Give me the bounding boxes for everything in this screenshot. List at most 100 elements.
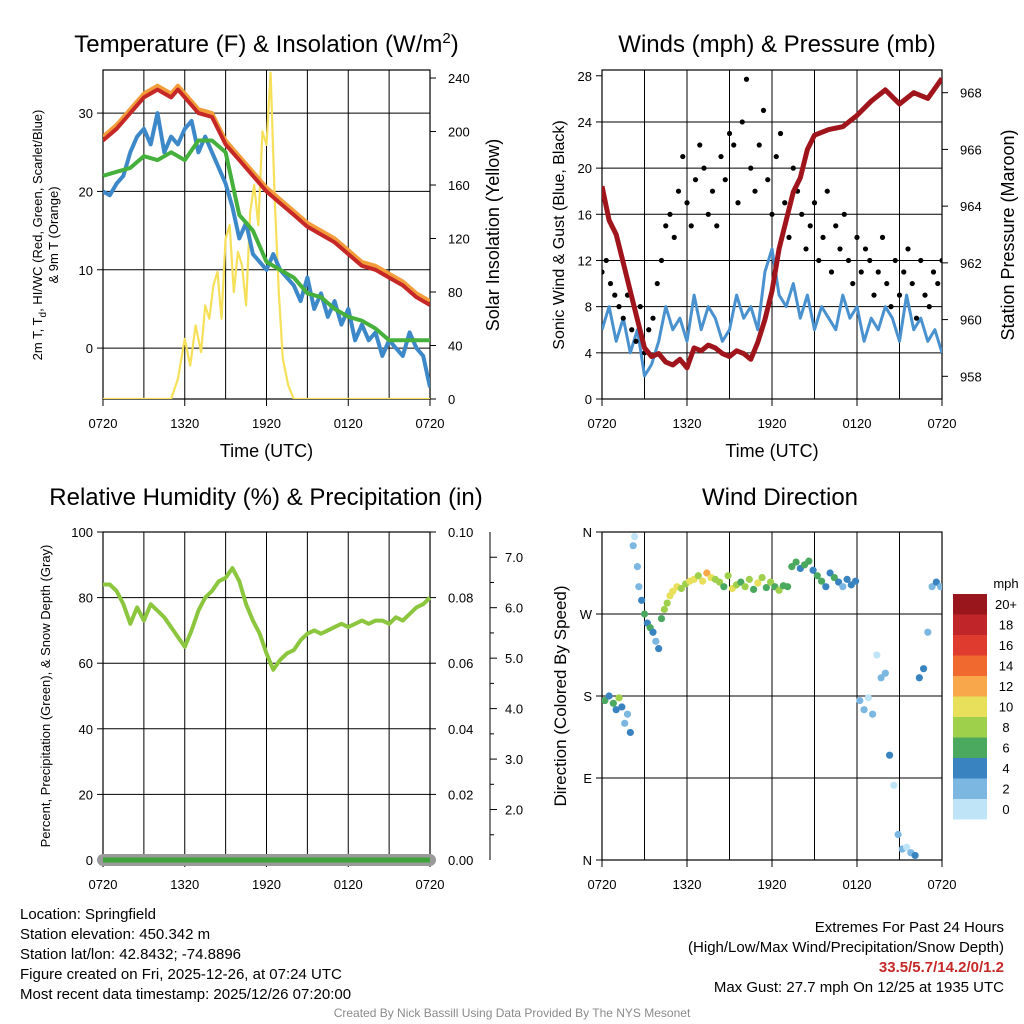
gust-point — [862, 246, 869, 252]
x-tick-label: 0120 — [334, 416, 363, 431]
gust-point — [777, 130, 784, 137]
gust-point — [671, 234, 677, 240]
pressure-y-tick-label: 958 — [960, 369, 982, 384]
x-tick-label: 0720 — [416, 877, 445, 892]
x-tick-label: 1920 — [758, 416, 787, 431]
gust-point — [892, 257, 898, 264]
direction-point — [834, 578, 843, 586]
percent-y-tick-label: 80 — [79, 591, 93, 606]
x-tick-label: 1920 — [758, 877, 787, 892]
y2-axis-label: Solar Insolation (Yellow) — [483, 139, 503, 331]
direction-point — [856, 696, 864, 705]
direction-point — [932, 578, 940, 586]
gust-point — [705, 211, 711, 217]
gust-point — [688, 223, 694, 229]
gust-point — [663, 223, 669, 229]
direction-point — [677, 584, 685, 593]
x-tick-label: 0720 — [588, 877, 617, 892]
direction-point — [762, 583, 770, 592]
direction-point — [826, 569, 834, 577]
wind-y-tick-label: 28 — [578, 69, 592, 84]
gust-point — [637, 304, 643, 310]
precip-y-tick-label: 0.10 — [448, 525, 473, 540]
direction-point — [902, 843, 911, 851]
gust-point — [935, 280, 941, 287]
pressure-y-tick-label: 968 — [960, 86, 982, 101]
x-tick-label: 1320 — [673, 416, 702, 431]
direction-point — [860, 706, 868, 714]
x-tick-label: 0720 — [89, 877, 118, 892]
direction-point — [851, 577, 860, 585]
direction-point — [649, 628, 657, 636]
legend-label: 4 — [1002, 761, 1009, 776]
legend-label: 8 — [1002, 720, 1009, 735]
gust-point — [718, 153, 724, 160]
snow-y-tick-label: 6.0 — [505, 601, 523, 616]
extremes-values: 33.5/5.7/14.2/0/1.2 — [878, 959, 1004, 976]
wind-y-tick-label: 8 — [585, 300, 592, 315]
series-solar-insolation — [103, 71, 430, 399]
direction-point — [885, 751, 894, 759]
direction-point — [638, 596, 646, 604]
direction-point — [724, 572, 732, 580]
gust-point — [790, 165, 796, 171]
x-tick-label: 1920 — [252, 416, 281, 431]
direction-point — [919, 665, 928, 673]
legend-swatch — [953, 676, 987, 697]
series-relative-humidity — [103, 566, 432, 672]
gust-point — [816, 257, 822, 264]
elevation-text: Station elevation: 450.342 m — [20, 926, 211, 943]
legend-swatch — [953, 614, 987, 635]
precip-y-tick-label: 0.08 — [448, 591, 473, 606]
gust-point — [850, 280, 856, 287]
legend-swatch — [953, 778, 987, 799]
gust-point — [620, 315, 626, 321]
legend-swatch — [953, 635, 987, 656]
direction-point — [830, 573, 838, 582]
direction-point — [669, 587, 677, 595]
gust-point — [756, 142, 762, 148]
pressure-y-tick-label: 962 — [960, 256, 982, 271]
direction-point — [626, 728, 634, 737]
recent-data-text: Most recent data timestamp: 2025/12/26 0… — [20, 986, 352, 1003]
direction-point — [758, 573, 766, 582]
x-tick-label: 1320 — [170, 877, 199, 892]
chart-title: Winds (mph) & Pressure (mb) — [618, 31, 935, 58]
x-tick-label: 0120 — [843, 416, 872, 431]
direction-point — [890, 781, 898, 789]
direction-y-tick-label: E — [583, 771, 592, 786]
direction-point — [805, 557, 813, 565]
gust-point — [786, 234, 792, 240]
gust-point — [837, 246, 843, 252]
gust-point — [769, 211, 775, 217]
insolation-y-tick-label: 120 — [448, 232, 470, 247]
direction-point — [817, 577, 826, 585]
direction-point — [741, 583, 749, 591]
wind-y-tick-label: 12 — [578, 253, 592, 268]
gust-point — [871, 292, 877, 298]
legend-swatch — [953, 655, 987, 676]
direction-point — [754, 579, 762, 587]
gust-point — [845, 257, 852, 264]
direction-point — [635, 583, 643, 591]
gust-point — [765, 177, 771, 183]
x-tick-label: 0720 — [416, 416, 445, 431]
direction-point — [868, 710, 877, 718]
direction-point — [936, 583, 942, 591]
gust-point — [654, 280, 660, 287]
insolation-y-tick-label: 200 — [448, 125, 470, 140]
gust-point — [675, 188, 682, 194]
gust-point — [888, 304, 894, 310]
percent-y-tick-label: 0 — [86, 853, 93, 868]
legend-swatch — [953, 737, 987, 758]
gust-point — [807, 223, 813, 229]
direction-point — [915, 674, 923, 682]
direction-point — [928, 583, 936, 591]
gust-point — [854, 234, 860, 240]
gust-point — [633, 338, 639, 344]
station-info: Location: Springfield Station elevation:… — [20, 905, 351, 1005]
gust-point — [701, 165, 707, 171]
wind-y-tick-label: 20 — [578, 161, 592, 176]
direction-point — [605, 692, 613, 700]
